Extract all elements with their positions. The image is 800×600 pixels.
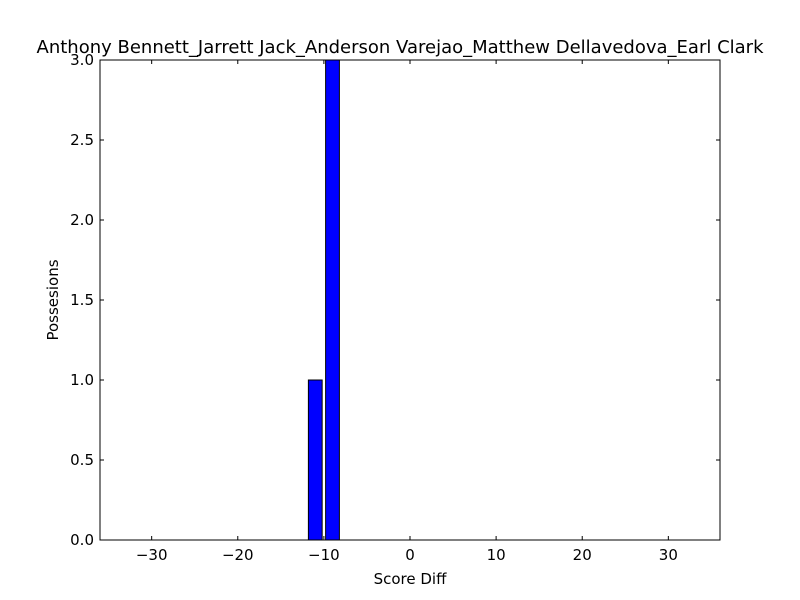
x-tick-label: 30 bbox=[659, 546, 678, 564]
x-tick-label: 10 bbox=[487, 546, 506, 564]
y-tick-label: 1.0 bbox=[70, 371, 94, 389]
x-axis-label: Score Diff bbox=[374, 570, 447, 588]
y-tick-label: 3.0 bbox=[70, 51, 94, 69]
bar bbox=[307, 379, 323, 541]
y-tick-label: 0.5 bbox=[70, 451, 94, 469]
bar bbox=[325, 59, 340, 541]
x-tick-label: −30 bbox=[136, 546, 168, 564]
x-ticks-group: −30 −20 −10 0 10 20 30 bbox=[136, 60, 678, 564]
x-tick-label: 20 bbox=[573, 546, 592, 564]
chart-title: Anthony Bennett_Jarrett Jack_Anderson Va… bbox=[37, 37, 765, 58]
y-tick-label: 1.5 bbox=[70, 291, 94, 309]
y-tick-label: 0.0 bbox=[70, 531, 94, 549]
bars-group bbox=[307, 59, 340, 541]
y-axis-label: Possesions bbox=[44, 259, 62, 340]
x-tick-label: 0 bbox=[405, 546, 415, 564]
plot-frame bbox=[99, 59, 721, 541]
y-ticks-group: 0.0 0.5 1.0 1.5 2.0 2.5 3.0 bbox=[70, 51, 720, 549]
y-tick-label: 2.0 bbox=[70, 211, 94, 229]
x-tick-label: −10 bbox=[308, 546, 340, 564]
x-tick-label: −20 bbox=[222, 546, 254, 564]
y-tick-label: 2.5 bbox=[70, 131, 94, 149]
